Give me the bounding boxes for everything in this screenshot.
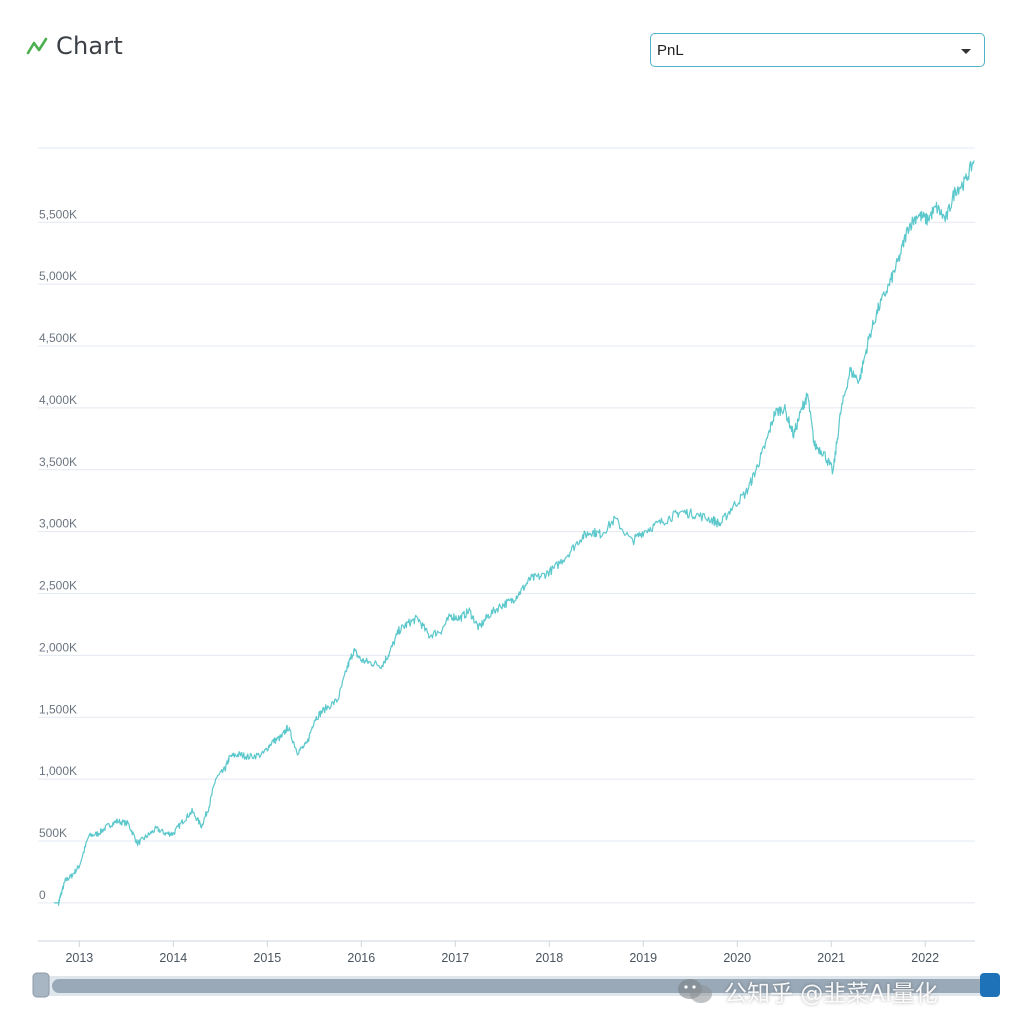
- watermark: 公知乎 @韭菜AI量化: [676, 974, 938, 1008]
- series-layer: [53, 160, 975, 906]
- chart-header: Chart: [26, 32, 123, 60]
- x-tick-label: 2013: [65, 951, 93, 965]
- line-chart-icon: [26, 37, 48, 55]
- x-tick-label: 2021: [817, 951, 845, 965]
- navigator-left-handle[interactable]: [32, 972, 50, 998]
- y-tick-label: 1,500K: [39, 702, 77, 716]
- wechat-icon: [678, 979, 712, 1003]
- x-tick-label: 2014: [159, 951, 187, 965]
- metric-select[interactable]: PnL: [650, 33, 985, 67]
- x-tick-label: 2016: [347, 951, 375, 965]
- y-tick-label: 3,000K: [39, 517, 77, 531]
- x-tick-label: 2022: [911, 951, 939, 965]
- series-line-pnl[interactable]: [53, 160, 975, 906]
- x-tick-label: 2017: [441, 951, 469, 965]
- y-tick-label: 3,500K: [39, 455, 77, 469]
- navigator-right-handle[interactable]: [980, 973, 1000, 997]
- x-tick-label: 2020: [723, 951, 751, 965]
- y-tick-label: 1,000K: [39, 764, 77, 778]
- x-tick-label: 2019: [629, 951, 657, 965]
- y-tick-label: 4,500K: [39, 331, 77, 345]
- x-tick-label: 2015: [253, 951, 281, 965]
- x-tick-label: 2018: [535, 951, 563, 965]
- y-tick-label: 2,500K: [39, 579, 77, 593]
- y-tick-label: 5,000K: [39, 269, 77, 283]
- grid-layer: [38, 147, 975, 904]
- page-title: Chart: [56, 32, 123, 60]
- axis-layer: 0 500K 1,000K 1,500K 2,000K 2,500K 3,000K 3,500…: [38, 207, 975, 965]
- y-tick-label: 2,000K: [39, 640, 77, 654]
- caret-down-icon: [961, 49, 971, 54]
- metric-select-value: PnL: [657, 41, 684, 59]
- navigator-selection[interactable]: [52, 979, 992, 993]
- y-tick-label: 0: [39, 888, 46, 902]
- watermark-text: 公知乎 @韭菜AI量化: [724, 981, 938, 1007]
- y-tick-label: 4,000K: [39, 393, 77, 407]
- y-tick-label: 5,500K: [39, 207, 77, 221]
- y-tick-label: 500K: [39, 826, 67, 840]
